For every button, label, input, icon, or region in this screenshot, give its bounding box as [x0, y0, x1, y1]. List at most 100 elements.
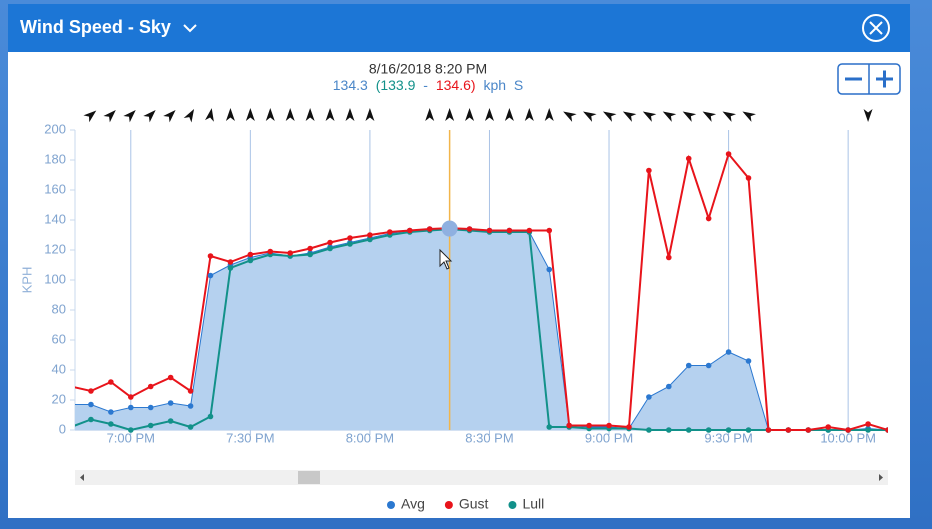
tooltip-time: 8/16/2018 8:20 PM	[369, 61, 487, 77]
tooltip-gust: 134.6)	[436, 77, 476, 93]
wind-arrow	[662, 111, 677, 122]
y-tick-label: 200	[44, 121, 66, 136]
data-point	[147, 383, 154, 390]
wind-arrow	[205, 108, 214, 122]
legend-item[interactable]: Gust	[444, 496, 489, 512]
data-point	[885, 427, 888, 433]
data-point	[526, 227, 533, 234]
wind-arrow	[365, 108, 375, 121]
wind-arrow	[863, 109, 873, 122]
data-point	[546, 424, 553, 430]
wind-arrow	[123, 110, 136, 123]
wind-arrow	[504, 108, 514, 121]
legend-item[interactable]: Lull	[508, 496, 544, 512]
tooltip-unit: kph	[483, 77, 506, 93]
series-line	[75, 228, 888, 432]
legend-dot	[508, 501, 517, 509]
data-point	[646, 427, 652, 433]
data-point	[207, 253, 214, 259]
data-point	[207, 272, 214, 279]
legend-label: Avg	[401, 496, 425, 512]
data-point	[347, 241, 353, 247]
wind-arrow	[602, 111, 617, 122]
data-point	[745, 427, 752, 433]
data-point	[287, 250, 294, 256]
data-point	[147, 404, 154, 411]
data-point	[705, 362, 712, 369]
y-tick-label: 40	[52, 361, 66, 376]
legend-item[interactable]: Avg	[387, 496, 425, 512]
y-tick-label: 0	[59, 421, 66, 436]
x-tick-label: 7:00 PM	[107, 430, 155, 445]
y-tick-label: 80	[52, 301, 66, 316]
wind-arrow	[143, 110, 156, 123]
data-point	[127, 427, 134, 433]
wind-arrow	[702, 111, 717, 122]
wind-arrow	[722, 111, 737, 122]
x-tick-label: 7:30 PM	[226, 430, 274, 445]
data-point	[566, 422, 572, 429]
wind-arrow	[83, 110, 97, 123]
data-point	[466, 226, 473, 232]
x-tick-label: 8:30 PM	[465, 430, 513, 445]
data-point	[745, 358, 752, 364]
title-dropdown[interactable]	[183, 24, 197, 33]
wind-arrow	[265, 108, 275, 121]
data-point	[88, 401, 94, 408]
wind-arrow	[484, 108, 494, 121]
tooltip-values: 134.3 (133.9 - 134.6) kph S	[333, 77, 524, 93]
data-point	[845, 427, 851, 433]
data-point	[108, 379, 114, 385]
wind-arrow	[642, 111, 657, 122]
data-point	[825, 424, 832, 430]
wind-arrow	[183, 108, 195, 123]
panel-title: Wind Speed - Sky	[20, 17, 171, 37]
data-point	[785, 427, 792, 433]
zoom-in[interactable]	[876, 70, 893, 88]
wind-arrow	[544, 108, 554, 121]
data-point	[805, 427, 812, 433]
wind-arrow	[742, 111, 756, 122]
data-point	[865, 427, 871, 433]
data-point	[725, 427, 732, 433]
hover-marker	[441, 220, 458, 237]
data-point	[606, 422, 612, 429]
wind-arrow	[305, 108, 315, 121]
data-point	[865, 421, 871, 427]
wind-arrow	[583, 111, 597, 122]
y-tick-label: 140	[44, 211, 66, 226]
data-point	[307, 245, 313, 252]
y-tick-label: 100	[44, 271, 66, 286]
wind-arrow	[425, 108, 435, 121]
wind-arrow	[465, 108, 475, 121]
data-point	[666, 254, 672, 261]
legend-label: Lull	[522, 496, 544, 512]
legend-dot	[444, 501, 453, 509]
data-point	[108, 421, 114, 427]
y-tick-label: 20	[52, 391, 66, 406]
data-point	[705, 215, 712, 222]
scrollbar[interactable]	[75, 470, 888, 485]
wind-arrow	[245, 108, 255, 121]
mouse-cursor	[439, 248, 453, 270]
data-point	[765, 427, 772, 433]
data-point	[666, 427, 672, 433]
data-point	[227, 265, 234, 271]
data-point	[187, 388, 194, 394]
header-bar	[8, 4, 910, 52]
wind-arrow	[325, 108, 335, 121]
data-point	[167, 400, 174, 406]
plot-area	[75, 130, 888, 433]
series-line	[75, 151, 888, 432]
data-point	[167, 374, 174, 381]
data-point	[367, 236, 373, 243]
y-tick-label: 160	[44, 181, 66, 196]
data-point	[586, 422, 592, 429]
data-point	[327, 239, 333, 246]
x-tick-label: 9:00 PM	[585, 430, 633, 445]
wind-arrow	[345, 108, 355, 121]
close-button[interactable]	[862, 14, 890, 42]
data-point	[685, 362, 692, 369]
